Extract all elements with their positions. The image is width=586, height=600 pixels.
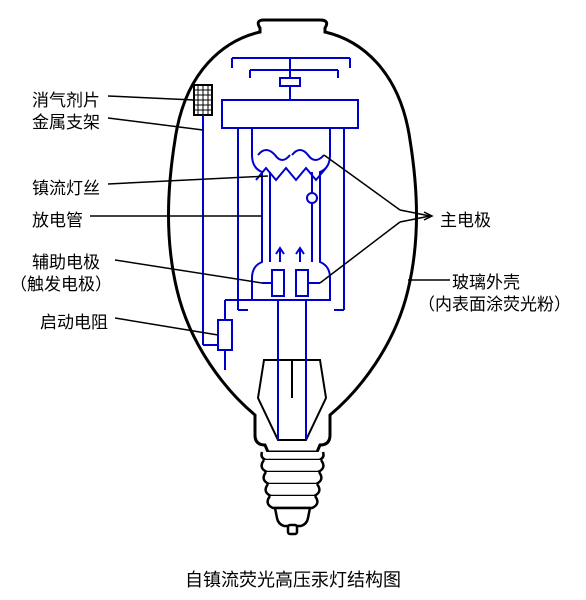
label-ballast-filament: 镇流灯丝 [32,174,100,199]
label-glass-shell-l2: （内表面涂荧光粉） [418,290,571,315]
label-main-electrode: 主电极 [440,206,491,231]
label-start-resistor: 启动电阻 [40,308,108,333]
label-support: 金属支架 [32,108,100,133]
screw-base [262,452,324,534]
label-aux-electrode-l2: （触发电极） [10,270,112,295]
label-discharge-tube: 放电管 [32,206,83,231]
caption: 自镇流荧光高压汞灯结构图 [0,566,586,592]
